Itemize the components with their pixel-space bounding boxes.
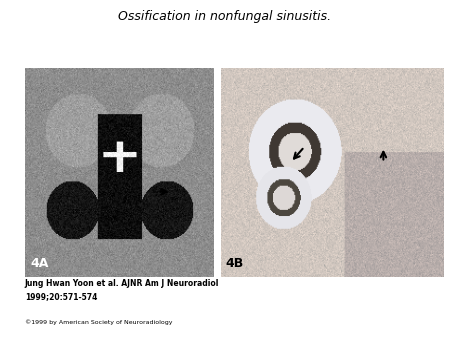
Text: Ossification in nonfungal sinusitis.: Ossification in nonfungal sinusitis.	[118, 10, 332, 23]
Text: 1999;20:571-574: 1999;20:571-574	[25, 292, 97, 301]
Text: AJNR: AJNR	[322, 287, 380, 305]
Text: AMERICAN JOURNAL OF NEURORADIOLOGY: AMERICAN JOURNAL OF NEURORADIOLOGY	[298, 312, 404, 317]
Text: 4B: 4B	[225, 257, 244, 270]
Text: Jung Hwan Yoon et al. AJNR Am J Neuroradiol: Jung Hwan Yoon et al. AJNR Am J Neurorad…	[25, 279, 219, 288]
Text: ©1999 by American Society of Neuroradiology: ©1999 by American Society of Neuroradiol…	[25, 320, 172, 325]
Text: 4A: 4A	[30, 257, 48, 270]
